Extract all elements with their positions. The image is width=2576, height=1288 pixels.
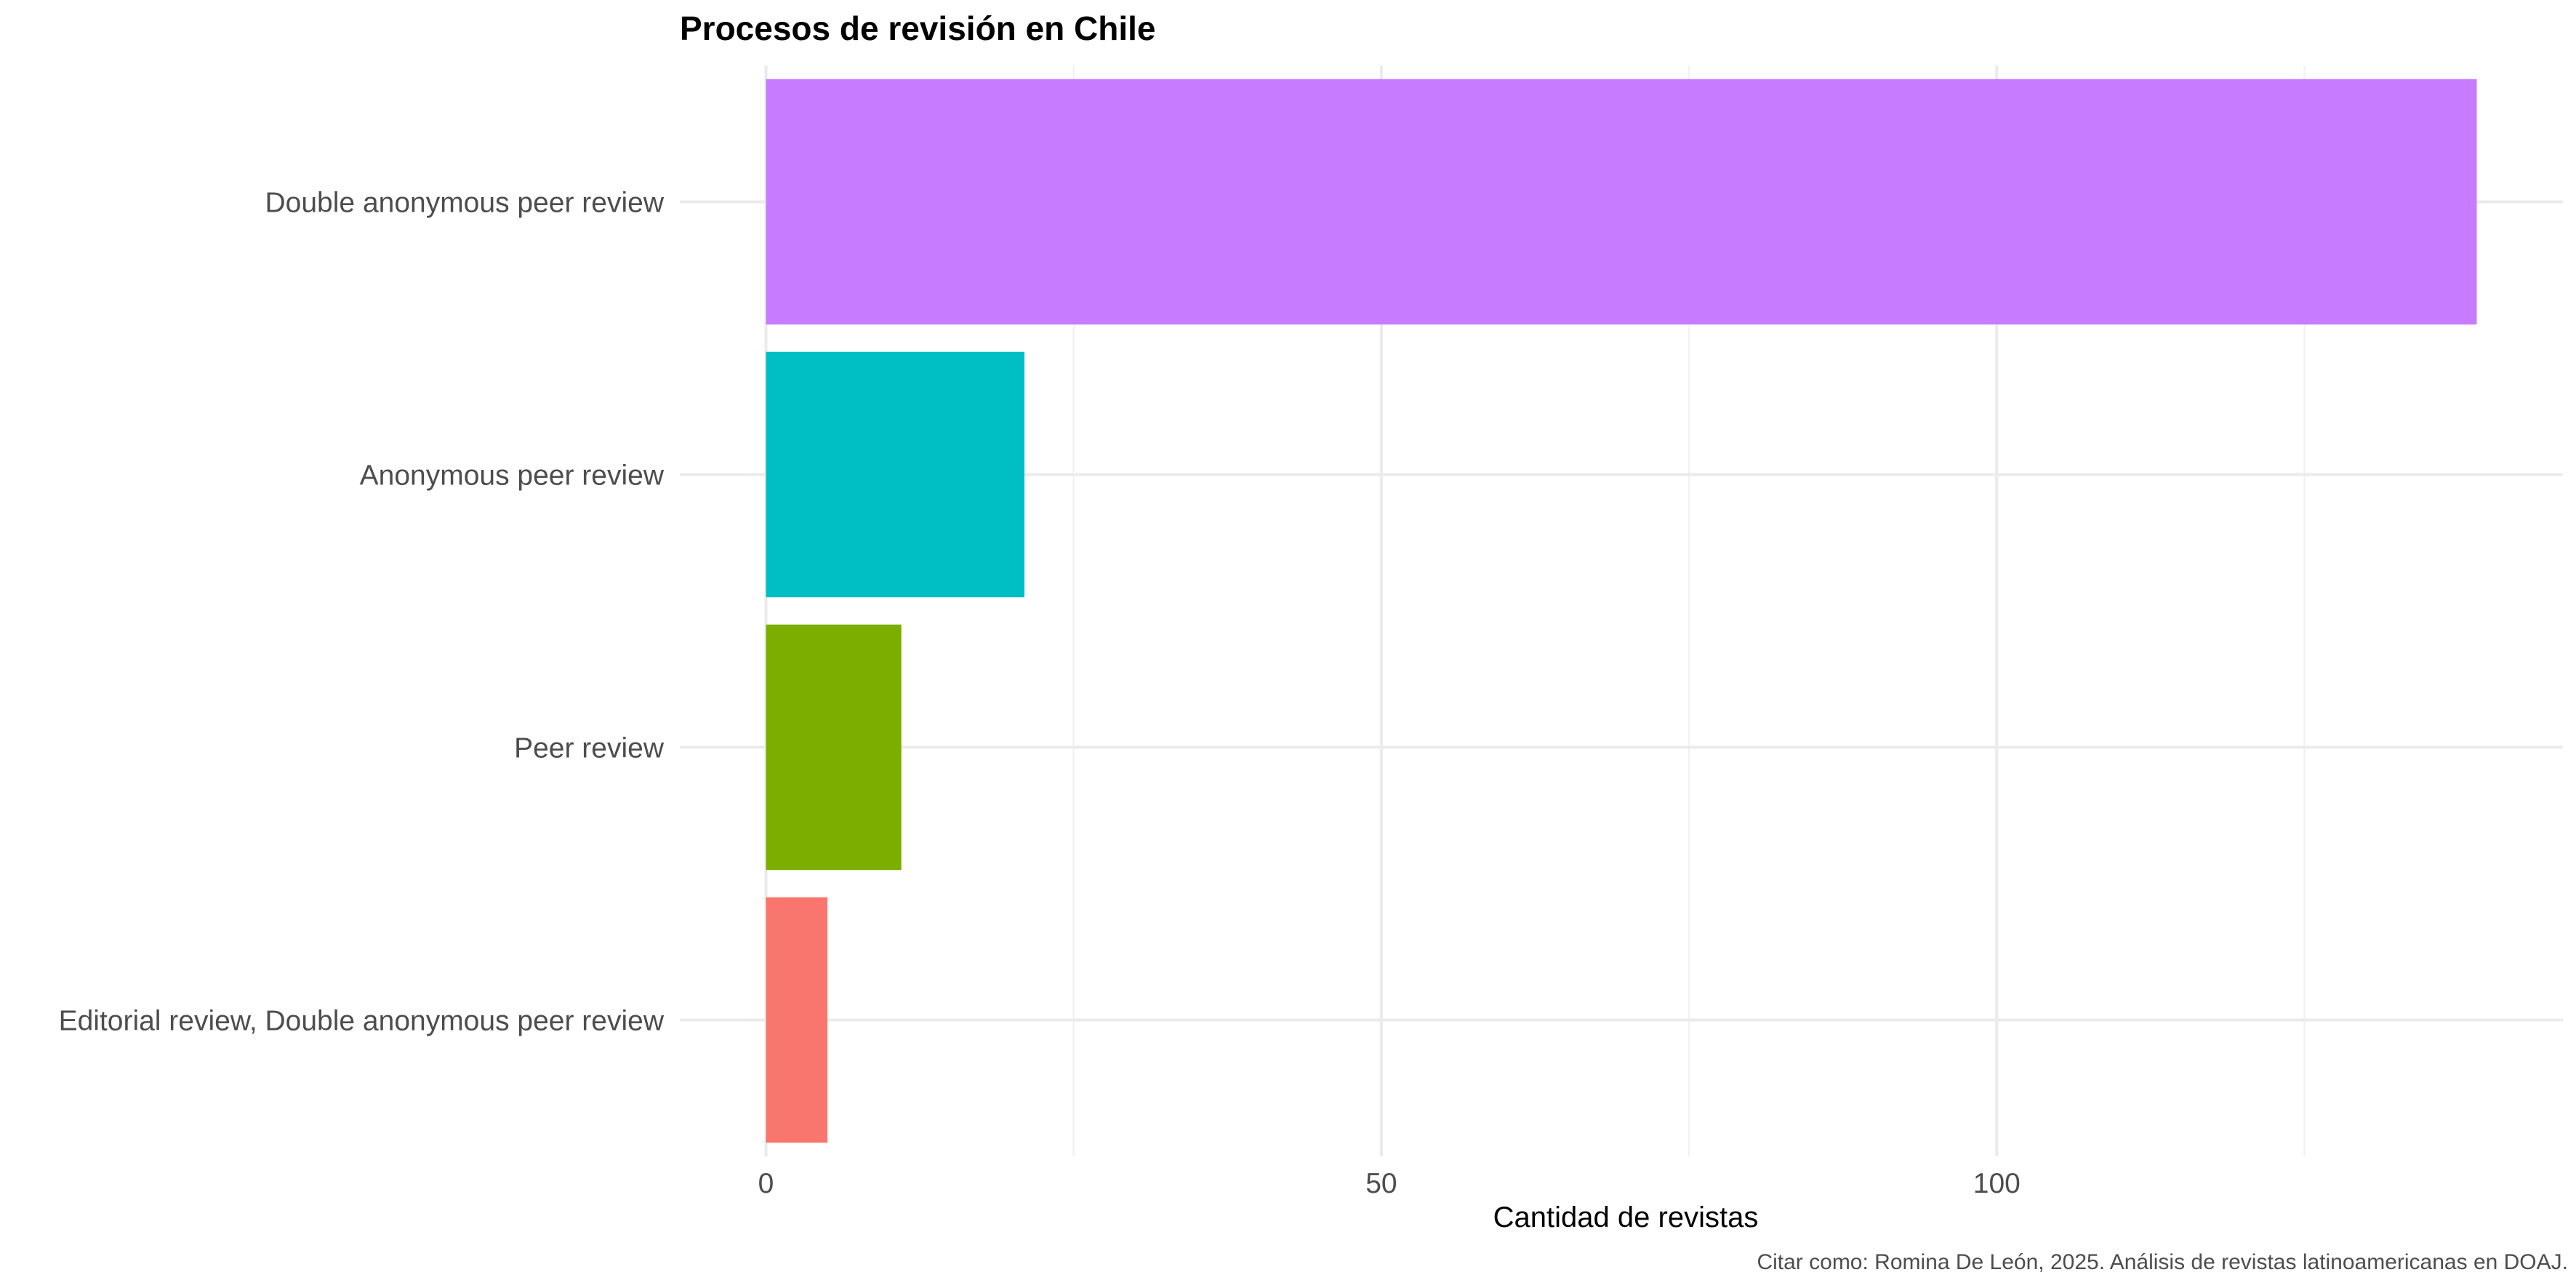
y-tick-label: Editorial review, Double anonymous peer …	[59, 1006, 665, 1037]
y-tick-label: Double anonymous peer review	[265, 188, 665, 219]
chart-caption: Citar como: Romina De León, 2025. Anális…	[1757, 1250, 2568, 1274]
bar	[766, 897, 828, 1143]
chart-title: Procesos de revisión en Chile	[680, 9, 1155, 47]
bar	[766, 351, 1024, 598]
bar	[766, 624, 902, 871]
bar	[766, 79, 2477, 325]
x-tick-label: 100	[1973, 1168, 2021, 1199]
x-tick-label: 50	[1365, 1168, 1397, 1199]
x-tick-label: 0	[758, 1168, 774, 1199]
bars	[766, 79, 2477, 1143]
x-axis-tick-labels: 0 50 100	[758, 1168, 2021, 1199]
y-tick-label: Anonymous peer review	[360, 460, 665, 492]
y-tick-label: Peer review	[514, 733, 665, 764]
y-axis-tick-labels: Editorial review, Double anonymous peer …	[59, 188, 665, 1037]
x-axis-title: Cantidad de revistas	[1493, 1201, 1759, 1233]
